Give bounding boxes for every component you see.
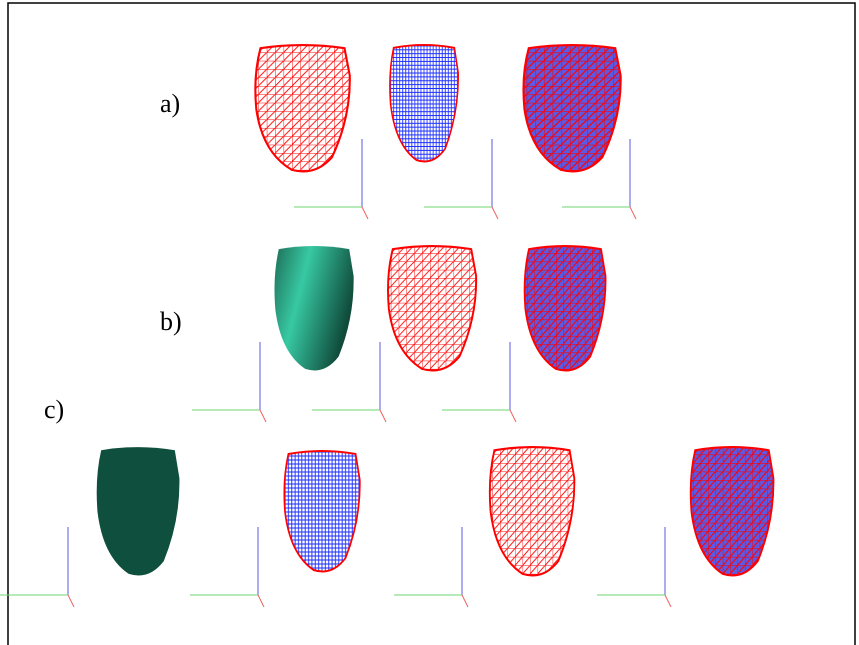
axis-line <box>630 207 636 219</box>
axis-line <box>260 410 266 422</box>
renderings <box>0 45 773 607</box>
axis-line <box>665 595 671 607</box>
rendering <box>525 246 606 370</box>
axis-line <box>68 595 74 607</box>
axis-line <box>380 410 386 422</box>
rendering <box>388 246 476 370</box>
panel-label: a) <box>160 89 180 118</box>
rendering <box>691 447 774 575</box>
figure: a) b) c) <box>0 0 859 645</box>
rendering <box>274 246 353 370</box>
axis-line <box>492 207 498 219</box>
rendering <box>524 45 621 171</box>
rendering <box>490 447 575 575</box>
panel-label: b) <box>160 307 182 336</box>
rendering <box>284 451 360 572</box>
page: {"labels": {"a": "a)", "b": "b)", "c": "… <box>0 0 859 645</box>
axis-line <box>362 207 368 219</box>
axis-line <box>510 410 516 422</box>
axis-line <box>462 595 468 607</box>
rendering <box>390 45 458 162</box>
rendering <box>97 447 180 575</box>
panel-label: c) <box>44 395 64 424</box>
axis-line <box>258 595 264 607</box>
rendering <box>255 45 349 171</box>
